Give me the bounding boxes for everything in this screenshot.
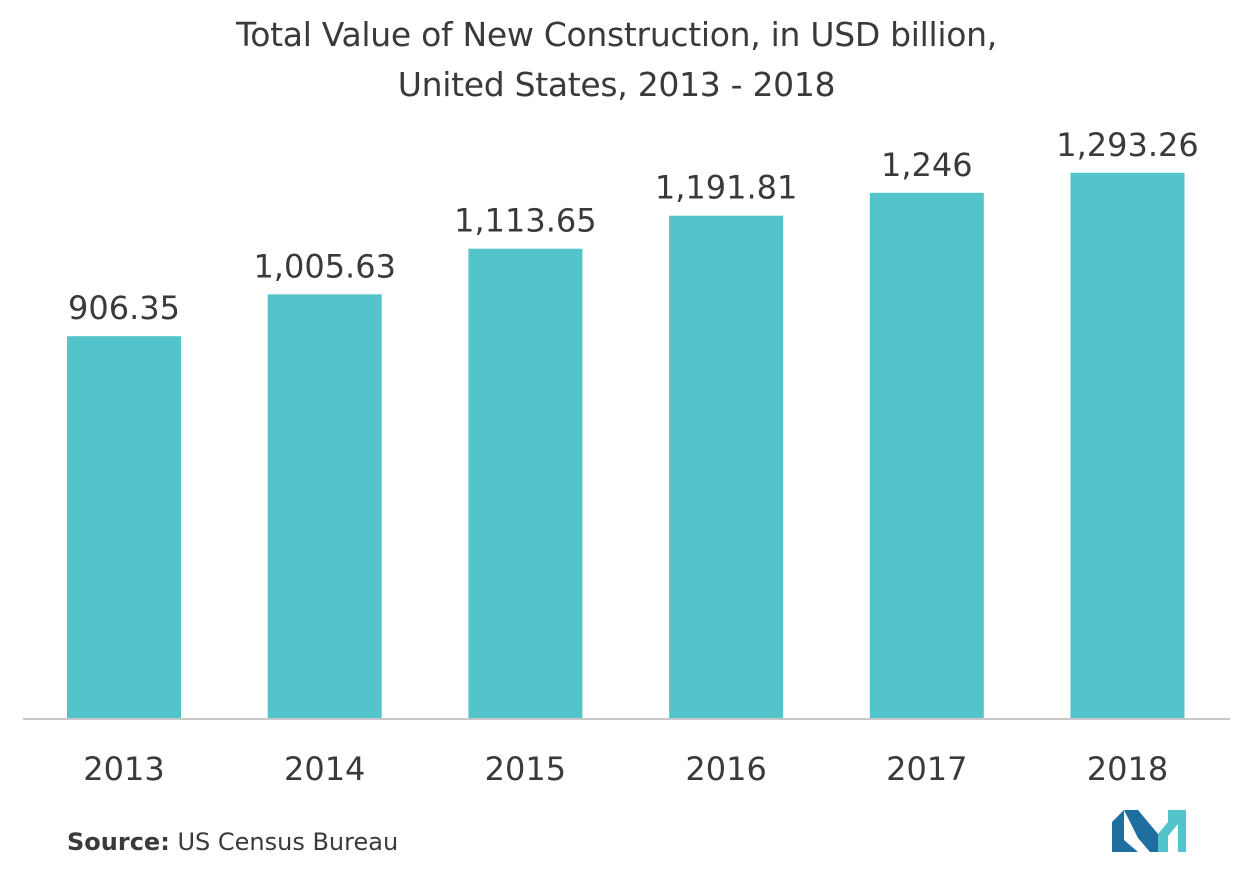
data-label-2018: 1,293.26 (1056, 126, 1199, 164)
logo-dark-shape (1112, 810, 1138, 852)
bar-2016 (669, 215, 784, 719)
value-labels-group: 906.35 1,005.63 1,113.65 1,191.81 1,246 1,293… (68, 126, 1199, 327)
source-text: US Census Bureau (177, 828, 399, 856)
logo-dark-shape-2 (1124, 810, 1158, 852)
data-label-2017: 1,246 (881, 146, 973, 184)
bar-2015 (468, 248, 583, 719)
company-logo-icon (1112, 810, 1186, 852)
x-tick-label-2015: 2015 (485, 750, 566, 788)
source-label: Source: (67, 828, 170, 856)
source-note: Source: US Census Bureau (67, 828, 398, 856)
x-tick-label-2013: 2013 (83, 750, 164, 788)
x-tick-label-2016: 2016 (685, 750, 766, 788)
data-label-2014: 1,005.63 (253, 247, 396, 285)
bar-2018 (1070, 172, 1185, 720)
data-label-2013: 906.35 (68, 289, 180, 327)
logo-teal-shape-2 (1168, 810, 1186, 852)
x-tick-label-2017: 2017 (886, 750, 967, 788)
x-tick-label-2018: 2018 (1087, 750, 1168, 788)
chart-title: Total Value of New Construction, in USD … (0, 10, 1233, 110)
chart-title-line-1: Total Value of New Construction, in USD … (236, 15, 997, 54)
chart-title-line-2: United States, 2013 - 2018 (397, 65, 836, 104)
logo-teal-shape (1158, 822, 1168, 852)
data-label-2016: 1,191.81 (655, 169, 798, 207)
bars-group (67, 172, 1185, 720)
bar-2013 (67, 336, 181, 719)
bar-2014 (267, 294, 382, 719)
data-label-2015: 1,113.65 (454, 202, 597, 240)
bar-2017 (869, 192, 984, 720)
x-tick-label-2014: 2014 (284, 750, 365, 788)
x-axis-ticks-group: 2013 2014 2015 2016 2017 2018 (83, 750, 1168, 788)
